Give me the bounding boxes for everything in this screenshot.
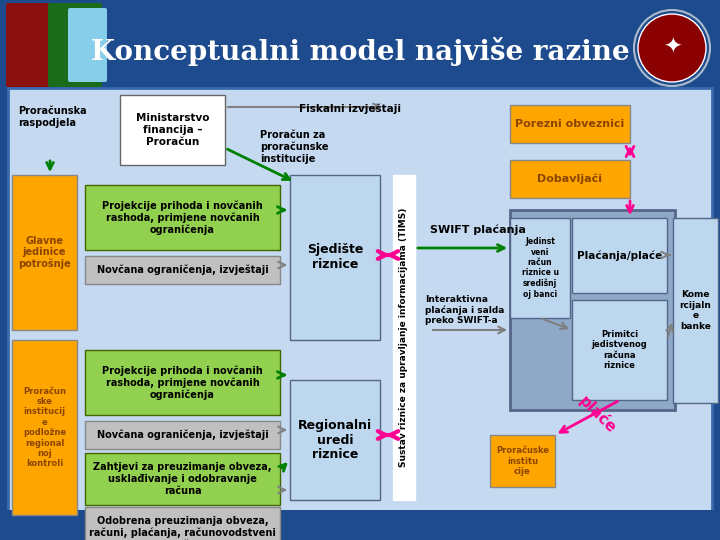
FancyBboxPatch shape	[290, 175, 380, 340]
Bar	[0, 510, 720, 540]
FancyBboxPatch shape	[510, 218, 570, 318]
FancyBboxPatch shape	[673, 218, 718, 403]
Text: Plaćanja/plaće: Plaćanja/plaće	[577, 250, 662, 261]
Text: Projekcije prihoda i novčanih
rashoda, primjene novčanih
ograničenja: Projekcije prihoda i novčanih rashoda, p…	[102, 365, 263, 400]
FancyBboxPatch shape	[68, 8, 107, 82]
Text: Interaktivna
plaćanja i salda
preko SWIFT-a: Interaktivna plaćanja i salda preko SWIF…	[425, 295, 505, 326]
Text: Sustav riznice za upravljanje informacijama (TIMS): Sustav riznice za upravljanje informacij…	[400, 207, 408, 467]
FancyBboxPatch shape	[85, 453, 280, 505]
Text: Zahtjevi za preuzimanje obveza,
usklađivanje i odobravanje
računa: Zahtjevi za preuzimanje obveza, usklađiv…	[94, 462, 271, 496]
FancyBboxPatch shape	[510, 160, 630, 198]
FancyBboxPatch shape	[12, 340, 77, 515]
Text: Kome
rcijaln
e
banke: Kome rcijaln e banke	[680, 291, 711, 330]
FancyBboxPatch shape	[85, 507, 280, 540]
Text: Konceptualni model najviše razine: Konceptualni model najviše razine	[91, 37, 629, 66]
Text: Ministarstvo
financija –
Proračun: Ministarstvo financija – Proračun	[136, 113, 210, 146]
Text: Proračun za
proračunske
institucije: Proračun za proračunske institucije	[260, 130, 328, 164]
Text: Proračun
ske
institucij
e
podložne
regional
noj
kontroli: Proračun ske institucij e podložne regio…	[23, 387, 66, 468]
FancyBboxPatch shape	[572, 218, 667, 293]
FancyBboxPatch shape	[48, 3, 102, 87]
FancyBboxPatch shape	[12, 175, 77, 330]
Text: Fiskalni izvještaji: Fiskalni izvještaji	[299, 103, 401, 113]
FancyBboxPatch shape	[510, 210, 675, 410]
FancyBboxPatch shape	[572, 300, 667, 400]
FancyBboxPatch shape	[490, 435, 555, 487]
Text: plaće: plaće	[576, 393, 620, 437]
FancyBboxPatch shape	[510, 105, 630, 143]
Text: Porezni obveznici: Porezni obveznici	[516, 119, 625, 129]
Text: SWIFT plaćanja: SWIFT plaćanja	[430, 225, 526, 235]
FancyBboxPatch shape	[8, 88, 712, 523]
Text: Novčana ograničenja, izvještaji: Novčana ograničenja, izvještaji	[96, 265, 269, 275]
FancyBboxPatch shape	[290, 380, 380, 500]
FancyBboxPatch shape	[85, 350, 280, 415]
Circle shape	[634, 10, 710, 86]
Text: Primitci
jedistvenog
računa
riznice: Primitci jedistvenog računa riznice	[592, 330, 647, 370]
Text: Jedinst
veni
račun
riznice u
središnj
oj banci: Jedinst veni račun riznice u središnj oj…	[521, 237, 559, 299]
Text: Projekcije prihoda i novčanih
rashoda, primjene novčanih
ograničenja: Projekcije prihoda i novčanih rashoda, p…	[102, 200, 263, 235]
FancyBboxPatch shape	[85, 185, 280, 250]
Text: ✦: ✦	[662, 38, 681, 58]
Text: Dobavljači: Dobavljači	[538, 174, 603, 184]
Text: Proračunska
raspodjela: Proračunska raspodjela	[18, 106, 86, 127]
Text: Sjedište
riznice: Sjedište riznice	[307, 244, 363, 272]
Text: Odobrena preuzimanja obveza,
računi, plaćanja, računovodstveni
izvještaji: Odobrena preuzimanja obveza, računi, pla…	[89, 516, 276, 540]
Text: Novčana ograničenja, izvještaji: Novčana ograničenja, izvještaji	[96, 430, 269, 440]
FancyBboxPatch shape	[85, 256, 280, 284]
Text: Regionalni
uredi
riznice: Regionalni uredi riznice	[298, 418, 372, 462]
FancyBboxPatch shape	[85, 421, 280, 449]
Circle shape	[638, 14, 706, 82]
Text: Glavne
jedinice
potrošnje: Glavne jedinice potrošnje	[18, 235, 71, 269]
Text: Proračuske
institu
cije: Proračuske institu cije	[496, 446, 549, 476]
FancyBboxPatch shape	[393, 175, 415, 500]
FancyBboxPatch shape	[120, 95, 225, 165]
FancyBboxPatch shape	[6, 3, 100, 87]
